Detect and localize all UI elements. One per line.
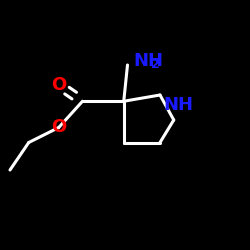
Text: O: O (51, 76, 66, 94)
Text: NH: NH (164, 96, 194, 114)
Text: 2: 2 (151, 58, 160, 71)
Text: O: O (51, 118, 66, 136)
Text: NH: NH (134, 52, 164, 70)
